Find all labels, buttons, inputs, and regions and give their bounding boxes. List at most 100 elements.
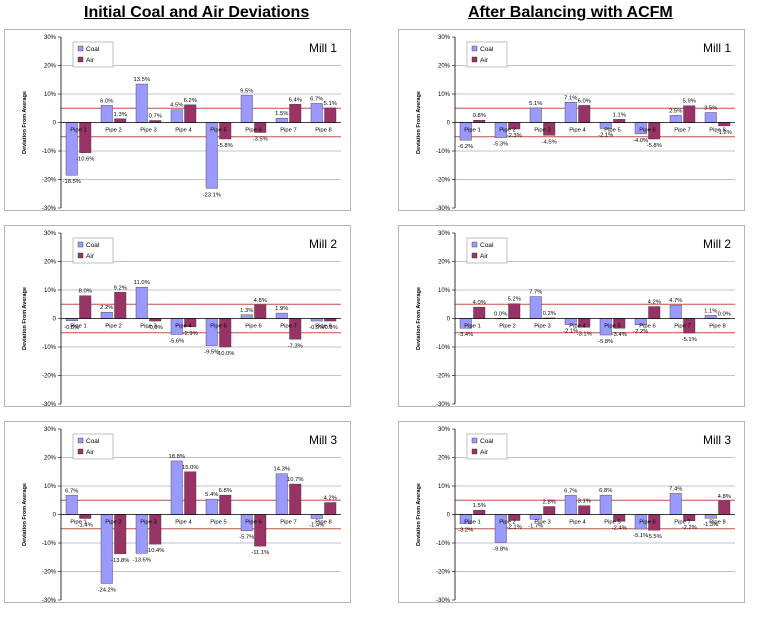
coal-data-label: -9.5% (204, 350, 219, 356)
x-tick-label: Pipe 4 (569, 520, 586, 526)
coal-data-label: 18.8% (169, 454, 185, 460)
coal-bar (310, 103, 323, 123)
y-tick-label: -10% (436, 149, 451, 155)
chart-svg: Deviation From Average 30% 20% 10% 0 -10% -20%… (22, 231, 341, 406)
coal-data-label: 14.3% (274, 467, 290, 473)
y-tick-label: 20% (438, 64, 451, 70)
air-data-label: 6.4% (289, 97, 302, 103)
y-tick-label: 30% (438, 35, 451, 41)
x-tick-label: Pipe 1 (464, 128, 480, 134)
coal-bar (529, 107, 542, 123)
x-tick-label: Pipe 2 (105, 128, 121, 134)
y-tick-label: 0 (447, 121, 451, 127)
y-tick-label: 0 (53, 317, 57, 323)
air-data-label: 0.7% (149, 114, 162, 120)
air-data-label: -4.5% (542, 139, 557, 145)
x-tick-label: Pipe 7 (674, 324, 690, 330)
air-data-label: 9.2% (114, 285, 127, 291)
coal-data-label: -1.7% (528, 523, 543, 529)
x-tick-label: Pipe 4 (175, 324, 192, 330)
air-data-label: 1.1% (613, 112, 626, 118)
legend-swatch (77, 45, 84, 52)
y-tick-label: 0 (53, 513, 57, 519)
x-tick-label: Pipe 2 (499, 128, 515, 134)
air-data-label: 1.3% (114, 112, 127, 118)
coal-bar (100, 312, 113, 319)
air-data-label: 6.8% (219, 488, 232, 494)
y-tick-label: 30% (438, 427, 451, 433)
x-tick-label: Pipe 4 (175, 128, 192, 134)
air-bar (543, 506, 556, 515)
coal-data-label: 2.2% (100, 305, 113, 311)
air-bar (289, 104, 302, 123)
air-data-label: 6.0% (578, 98, 591, 104)
air-data-label: -2.3% (507, 133, 522, 139)
coal-bar (240, 314, 253, 319)
legend-swatch (471, 241, 478, 248)
coal-data-label: 6.7% (65, 488, 78, 494)
x-tick-label: Pipe 1 (464, 520, 480, 526)
air-data-label: 0.0% (718, 312, 731, 318)
y-tick-label: 30% (44, 231, 57, 237)
y-tick-label: 0 (53, 121, 57, 127)
coal-data-label: 5.1% (529, 101, 542, 107)
legend-swatch (77, 252, 84, 259)
coal-data-label: -2.1% (563, 328, 578, 334)
coal-bar (240, 95, 253, 123)
chart-svg: Deviation From Average 30% 20% 10% 0 -10% -20%… (416, 427, 735, 602)
coal-data-label: -5.1% (633, 533, 648, 539)
x-tick-label: Pipe 6 (245, 324, 261, 330)
air-bar (324, 502, 337, 515)
air-bar (289, 483, 302, 515)
coal-data-label: 13.5% (134, 77, 150, 83)
legend-label: Coal (480, 242, 494, 249)
chart-svg: Deviation From Average 30% 20% 10% 0 -10% -20%… (22, 427, 341, 602)
legend-label: Coal (480, 438, 494, 445)
y-tick-label: -30% (436, 598, 451, 602)
chart-title: Mill 3 (309, 433, 337, 447)
y-tick-label: 20% (44, 64, 57, 70)
y-tick-label: 10% (44, 484, 57, 490)
air-bar (79, 295, 92, 319)
coal-bar (669, 493, 682, 515)
coal-data-label: 6.7% (564, 488, 577, 494)
x-tick-label: Pipe 4 (175, 520, 192, 526)
coal-bar (65, 495, 78, 515)
legend-label: Air (86, 253, 95, 260)
air-data-label: -3.4% (612, 332, 627, 338)
y-tick-label: 30% (44, 427, 57, 433)
y-tick-label: -30% (436, 206, 451, 210)
y-axis-title: Deviation From Average (416, 287, 422, 350)
air-bar (648, 306, 661, 319)
air-data-label: 15.0% (182, 465, 198, 471)
x-tick-label: Pipe 7 (674, 520, 690, 526)
air-data-label: 4.8% (254, 298, 267, 304)
x-tick-label: Pipe 8 (315, 128, 331, 134)
air-bar (324, 107, 337, 123)
air-data-label: -11.1% (251, 550, 269, 556)
coal-data-label: 6.7% (310, 96, 323, 102)
x-tick-label: Pipe 3 (534, 128, 550, 134)
chart-svg: Deviation From Average 30% 20% 10% 0 -10% -20%… (22, 35, 341, 210)
air-data-label: 4.8% (718, 494, 731, 500)
x-tick-label: Pipe 1 (464, 324, 480, 330)
chart-balanced-mill-2: Deviation From Average 30% 20% 10% 0 -10% -20%… (398, 225, 745, 407)
air-data-label: -5.8% (218, 143, 233, 149)
y-tick-label: -20% (42, 374, 57, 380)
y-tick-label: -10% (436, 345, 451, 351)
y-tick-label: 10% (438, 92, 451, 98)
air-bar (114, 292, 127, 319)
coal-data-label: 5.4% (205, 492, 218, 498)
coal-bar (564, 495, 577, 515)
y-tick-label: -10% (42, 149, 57, 155)
coal-data-label: -0.8% (64, 325, 79, 331)
coal-data-label: 7.4% (669, 486, 682, 492)
coal-data-label: 7.1% (564, 95, 577, 101)
x-tick-label: Pipe 2 (499, 520, 515, 526)
legend-label: Air (480, 253, 489, 260)
legend-swatch (77, 437, 84, 444)
legend-swatch (471, 252, 478, 259)
coal-data-label: -5.6% (169, 338, 184, 344)
coal-data-label: 4.7% (669, 298, 682, 304)
chart-svg: Deviation From Average 30% 20% 10% 0 -10% -20%… (416, 231, 735, 406)
